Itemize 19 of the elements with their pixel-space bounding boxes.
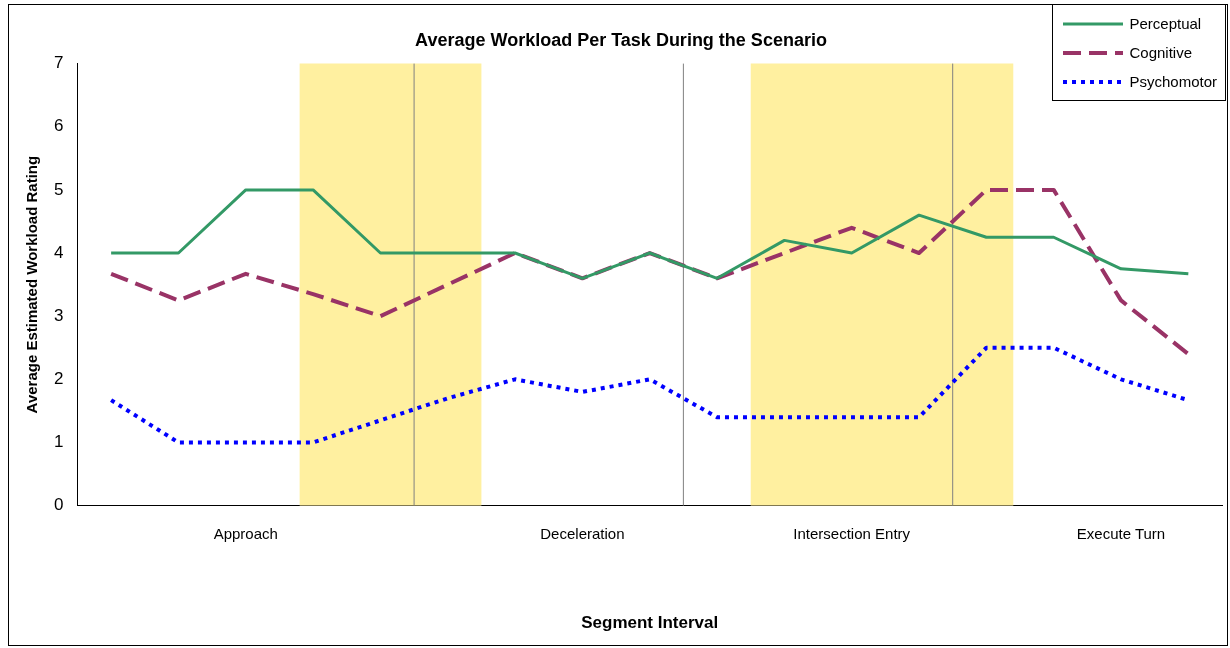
y-tick-label: 4: [53, 242, 64, 262]
y-tick-label: 5: [53, 179, 64, 199]
x-tick-label: Deceleration: [540, 524, 625, 542]
y-tick-label: 7: [53, 53, 64, 73]
x-tick-label: Execute Turn: [1076, 524, 1166, 542]
x-tick-label: Intersection Entry: [793, 524, 911, 542]
x-tick-label: Approach: [213, 524, 278, 542]
y-tick-label: 3: [53, 305, 64, 325]
legend-label: Cognitive: [1129, 44, 1192, 61]
x-axis-title: Segment Interval: [581, 613, 719, 633]
line-series: [109, 187, 1191, 357]
legend-label: Psychomotor: [1129, 73, 1217, 90]
y-tick-label: 2: [53, 369, 64, 388]
y-tick-label: 6: [53, 116, 64, 136]
chart-title: Average Workload Per Task During the Scenario: [415, 29, 827, 50]
y-axis-title: Average Estimated Workload Rating: [23, 155, 41, 414]
y-tick-label: 0: [53, 495, 64, 515]
legend-label: Perceptual: [1129, 15, 1202, 32]
y-tick-label: 1: [53, 432, 64, 452]
